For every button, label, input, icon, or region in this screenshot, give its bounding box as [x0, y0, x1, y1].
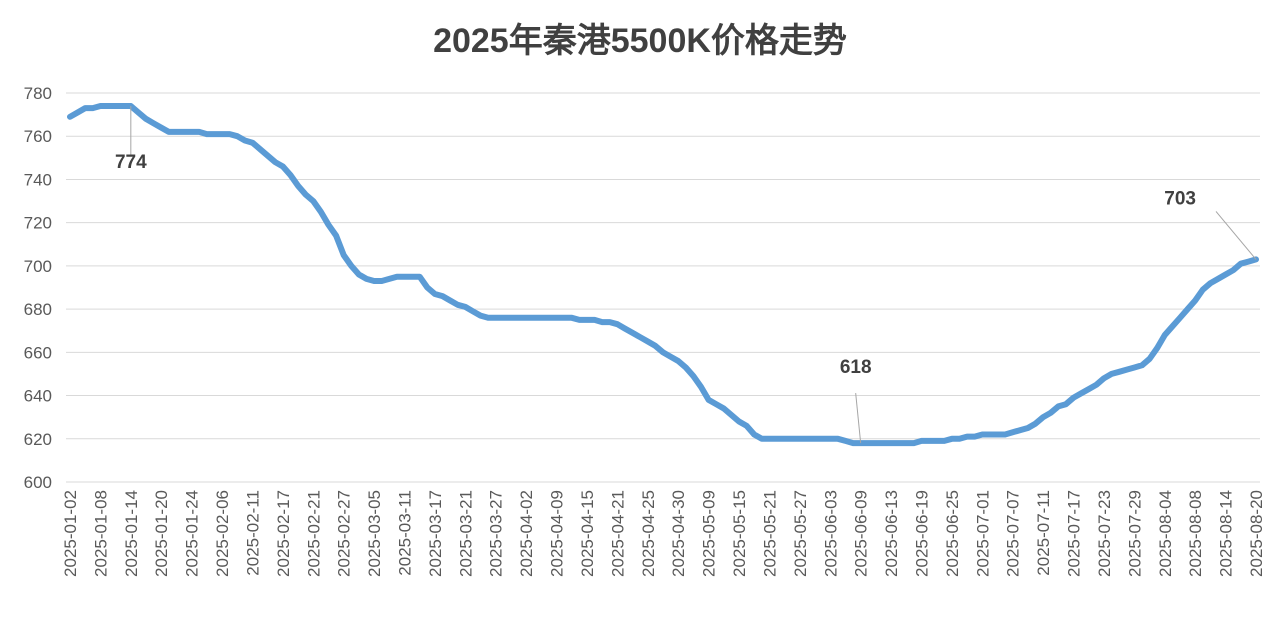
data-label: 618: [840, 357, 872, 378]
x-tick-label: 2025-03-11: [396, 490, 415, 576]
x-tick-label: 2025-05-21: [760, 490, 779, 577]
y-tick-label: 720: [24, 214, 52, 233]
x-tick-label: 2025-02-21: [304, 490, 323, 577]
x-tick-label: 2025-06-25: [943, 490, 962, 577]
x-tick-label: 2025-04-25: [639, 490, 658, 577]
x-tick-label: 2025-01-14: [122, 490, 141, 577]
x-tick-label: 2025-01-20: [152, 490, 171, 577]
x-tick-label: 2025-02-27: [335, 490, 354, 577]
x-tick-label: 2025-03-17: [426, 490, 445, 577]
data-label: 703: [1164, 188, 1196, 209]
x-tick-label: 2025-08-04: [1156, 490, 1175, 577]
x-tick-label: 2025-01-24: [183, 490, 202, 577]
line-series: [67, 103, 1259, 447]
x-tick-label: 2025-04-09: [548, 490, 567, 577]
leader-line: [1215, 211, 1257, 260]
x-tick-label: 2025-04-15: [578, 490, 597, 577]
x-tick-label: 2025-07-23: [1095, 490, 1114, 577]
x-tick-label: 2025-03-27: [487, 490, 506, 577]
x-tick-label: 2025-06-03: [821, 490, 840, 577]
chart-title: 2025年秦港5500K价格走势: [433, 22, 847, 60]
y-tick-label: 740: [24, 170, 52, 189]
y-tick-label: 780: [24, 84, 52, 103]
y-tick-label: 700: [24, 257, 52, 276]
x-tick-label: 2025-02-11: [243, 490, 262, 576]
x-tick-label: 2025-04-02: [517, 490, 536, 577]
x-tick-label: 2025-05-15: [730, 490, 749, 577]
y-tick-label: 620: [24, 430, 52, 449]
x-tick-label: 2025-05-09: [700, 490, 719, 577]
y-tick-label: 640: [24, 387, 52, 406]
x-tick-label: 2025-08-08: [1186, 490, 1205, 577]
x-tick-label: 2025-06-09: [852, 490, 871, 577]
leader-line: [855, 393, 862, 444]
x-tick-label: 2025-03-05: [365, 490, 384, 577]
data-label: 774: [115, 152, 147, 173]
x-tick-label: 2025-04-21: [608, 490, 627, 577]
x-tick-label: 2025-07-29: [1125, 490, 1144, 577]
y-tick-label: 660: [24, 343, 52, 362]
x-tick-label: 2025-07-11: [1034, 490, 1053, 576]
x-tick-label: 2025-01-02: [61, 490, 80, 577]
y-tick-label: 680: [24, 300, 52, 319]
x-tick-label: 2025-01-08: [91, 490, 110, 577]
y-tick-label: 760: [24, 127, 52, 146]
x-tick-label: 2025-02-06: [213, 490, 232, 577]
x-tick-label: 2025-02-17: [274, 490, 293, 577]
x-tick-label: 2025-07-07: [1004, 490, 1023, 577]
x-tick-label: 2025-05-27: [791, 490, 810, 577]
x-tick-label: 2025-06-13: [882, 490, 901, 577]
x-tick-label: 2025-04-30: [669, 490, 688, 577]
x-tick-label: 2025-06-19: [912, 490, 931, 577]
x-tick-label: 2025-07-17: [1065, 490, 1084, 577]
x-tick-label: 2025-07-01: [973, 490, 992, 577]
x-tick-label: 2025-08-14: [1217, 490, 1236, 577]
y-tick-label: 600: [24, 473, 52, 492]
x-tick-label: 2025-08-20: [1247, 490, 1266, 577]
x-tick-label: 2025-03-21: [456, 490, 475, 577]
